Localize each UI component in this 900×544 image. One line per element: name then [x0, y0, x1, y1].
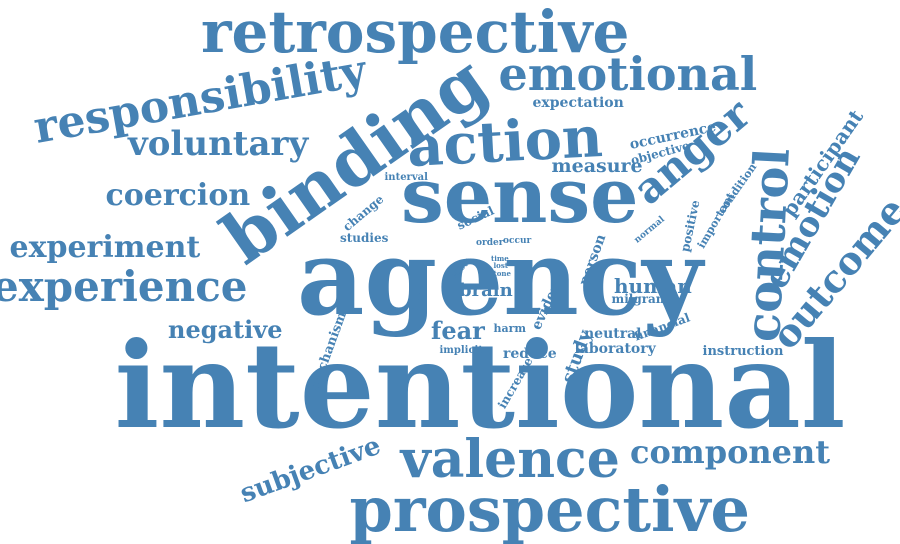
word: fear [431, 316, 485, 345]
word: emotional [498, 47, 758, 101]
word: instruction [702, 343, 784, 359]
word: experience [0, 262, 248, 311]
word: expectation [532, 95, 624, 111]
word: implicit [439, 345, 483, 356]
word: experiment [9, 230, 201, 265]
word: intentional [114, 316, 846, 455]
word: order [476, 237, 504, 248]
word: measure [551, 154, 643, 177]
word: studies [340, 231, 389, 245]
word: sense [401, 151, 639, 240]
word: lost [493, 260, 509, 270]
word: reduce [503, 346, 557, 362]
word: neutral [584, 326, 642, 342]
word: negative [168, 315, 283, 344]
word: laboratory [574, 341, 656, 357]
word: voluntary [128, 124, 309, 164]
word: retrospective [201, 0, 630, 66]
word: valence [400, 429, 620, 490]
word: brain [459, 280, 513, 301]
word: interval [384, 172, 428, 183]
word: human [614, 274, 692, 298]
word: harm [493, 321, 527, 335]
word: occur [503, 235, 532, 246]
word: agency [297, 216, 703, 339]
word: milgram [611, 292, 669, 306]
word: coercion [105, 178, 251, 213]
word: prospective [349, 473, 751, 544]
word: component [630, 433, 831, 471]
word: time [491, 253, 509, 263]
word: tone [493, 268, 511, 278]
